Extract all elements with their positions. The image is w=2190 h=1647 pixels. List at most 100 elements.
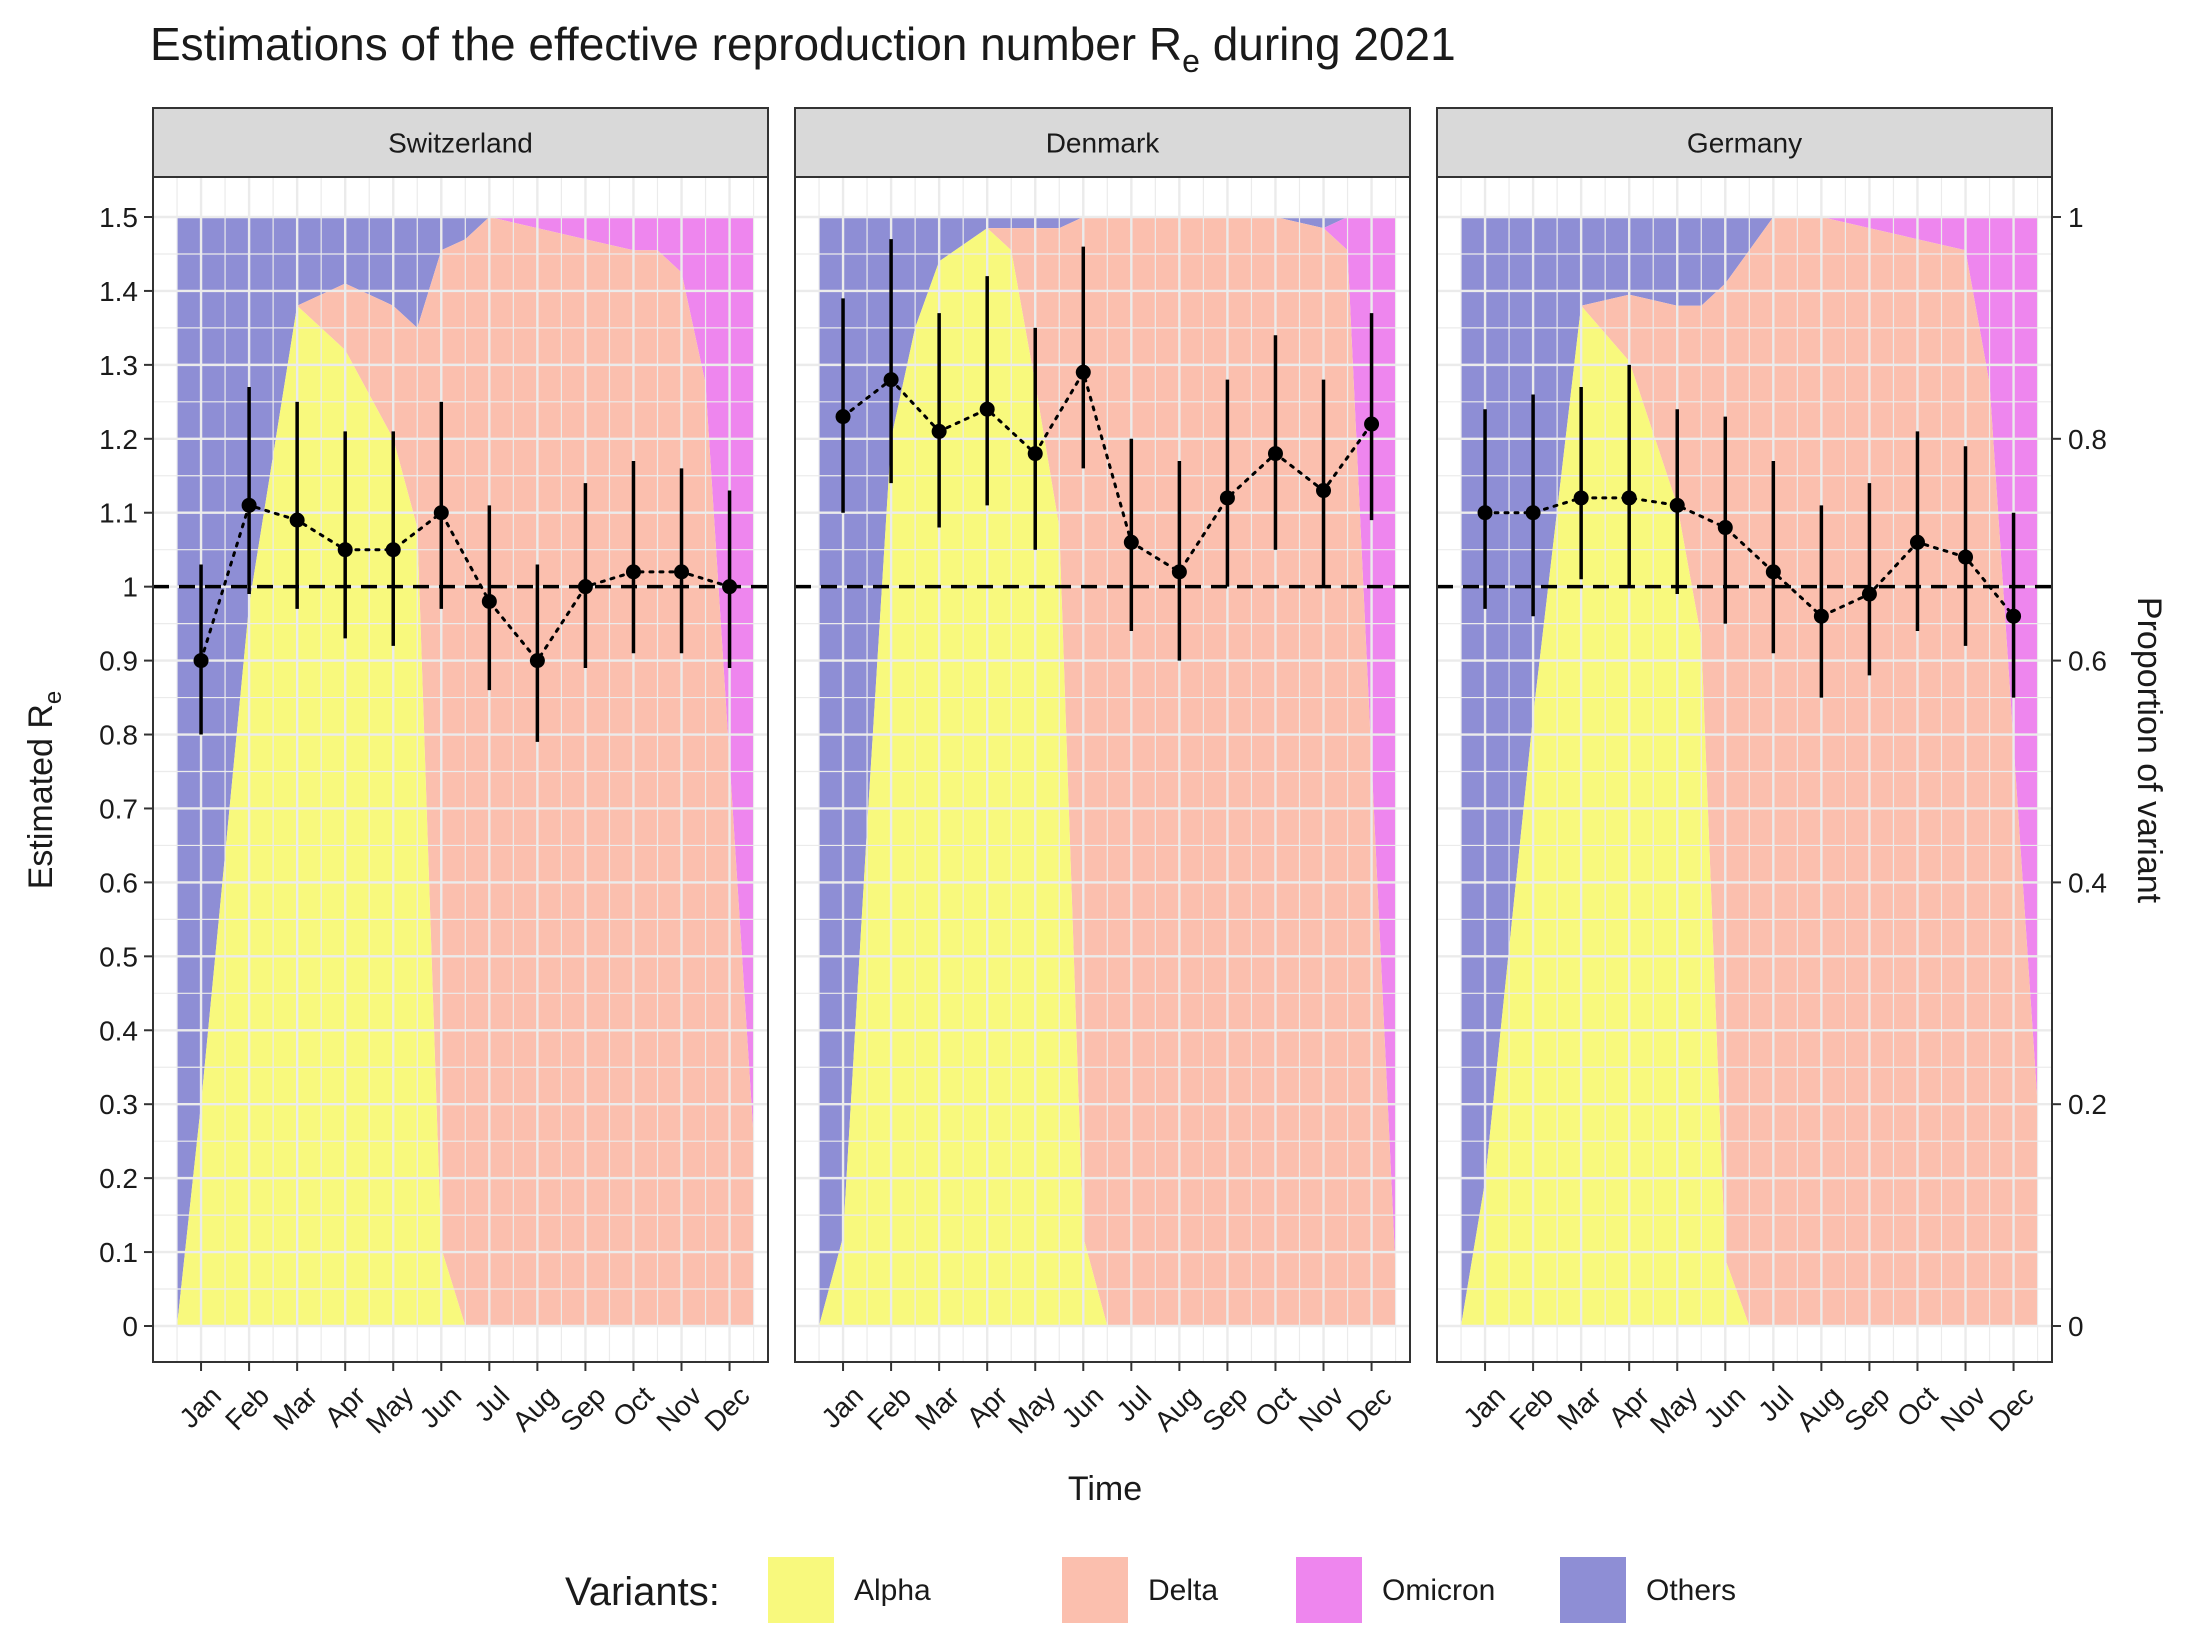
x-tick-label: Mar (909, 1380, 965, 1436)
x-tick-label: May (1002, 1380, 1061, 1439)
estimate-line (841, 368, 1374, 574)
y-tick-label: 0.8 (99, 720, 138, 751)
y-tick-label: 1.4 (99, 276, 138, 307)
legend: Variants: Alpha Delta Omicron Others (565, 1557, 1736, 1623)
x-tick-label: Aug (506, 1380, 563, 1437)
y-tick-label: 0.4 (99, 1015, 138, 1046)
estimate-point (1171, 564, 1187, 580)
y-tick-label: 0.9 (99, 646, 138, 677)
y-tick-label: 0.5 (99, 941, 138, 972)
estimate-point (835, 409, 851, 425)
estimate-line (199, 503, 732, 664)
y-tick-label: 0.1 (99, 1237, 138, 1268)
estimate-point (193, 653, 209, 669)
y-tick-label: 1.2 (99, 424, 138, 455)
x-tick-label: Feb (219, 1380, 275, 1436)
x-tick-label: May (360, 1380, 419, 1439)
x-tick-label: Jan (173, 1380, 227, 1434)
facet-strip (794, 107, 1411, 178)
x-tick-label: Dec (699, 1380, 756, 1437)
panel-border (152, 176, 769, 1363)
y-right-tick-label: 1 (2068, 202, 2084, 233)
x-tick-label: Apr (1603, 1380, 1656, 1433)
y-axis-label: Estimated Re (22, 691, 67, 890)
legend-key (1296, 1557, 1362, 1623)
x-tick-label: Sep (1838, 1380, 1895, 1437)
estimate-point (1477, 505, 1493, 521)
x-tick-label: Oct (607, 1380, 660, 1433)
x-axis-label: Time (1068, 1470, 1142, 1508)
estimate-point (1075, 364, 1091, 380)
y-tick-label: 0.6 (99, 867, 138, 898)
x-tick-label: Sep (554, 1380, 611, 1437)
y-tick-label: 1.5 (99, 202, 138, 233)
x-tick-label: Jun (1056, 1380, 1110, 1434)
x-tick-label: Aug (1790, 1380, 1847, 1437)
facet-strip (152, 107, 769, 178)
estimate-point (1027, 446, 1043, 462)
estimate-point (1123, 534, 1139, 550)
estimate-point (1364, 416, 1380, 432)
y-tick-label: 0 (122, 1311, 138, 1342)
x-tick-label: Jul (1110, 1380, 1157, 1427)
estimate-point (1573, 490, 1589, 506)
estimate-point (1316, 483, 1332, 499)
estimate-point (1621, 490, 1637, 506)
y-tick-label: 0.2 (99, 1163, 138, 1194)
x-tick-label: Apr (961, 1380, 1014, 1433)
y-right-tick-label: 0.4 (2068, 867, 2107, 898)
estimate-point (1765, 564, 1781, 580)
estimate-line (1483, 496, 2016, 618)
x-tick-label: Jun (414, 1380, 468, 1434)
y-right-tick-label: 0.2 (2068, 1089, 2107, 1120)
estimate-point (481, 593, 497, 609)
facet-label: Denmark (1046, 128, 1161, 159)
y-axis-right-label: Proportion of variant (2130, 597, 2168, 904)
y-right-tick-label: 0.6 (2068, 646, 2107, 677)
estimate-point (931, 423, 947, 439)
estimate-point (1909, 534, 1925, 550)
y-tick-label: 0.7 (99, 793, 138, 824)
legend-item-others: Others (1560, 1557, 1736, 1623)
estimate-point (1267, 446, 1283, 462)
y-tick-label: 0.3 (99, 1089, 138, 1120)
estimate-point (241, 497, 257, 513)
y-tick-label: 1 (122, 572, 138, 603)
x-tick-label: Jul (468, 1380, 515, 1427)
x-tick-label: Jan (815, 1380, 869, 1434)
y-tick-label: 1.3 (99, 350, 138, 381)
estimate-point (625, 564, 641, 580)
estimate-point (385, 542, 401, 558)
x-tick-label: Nov (1292, 1380, 1349, 1437)
legend-label: Others (1646, 1574, 1736, 1607)
facet-label: Germany (1687, 128, 1802, 159)
x-tick-label: Sep (1196, 1380, 1253, 1437)
x-tick-label: May (1644, 1380, 1703, 1439)
legend-item-delta: Delta (1062, 1557, 1218, 1623)
x-tick-label: Nov (650, 1380, 707, 1437)
estimate-point (1525, 505, 1541, 521)
y-right-tick-label: 0 (2068, 1311, 2084, 1342)
estimate-point (1813, 608, 1829, 624)
x-tick-label: Mar (267, 1380, 323, 1436)
x-tick-label: Apr (319, 1380, 372, 1433)
x-tick-label: Dec (1983, 1380, 2040, 1437)
legend-key (768, 1557, 834, 1623)
x-tick-label: Oct (1249, 1380, 1302, 1433)
panel-border (1436, 176, 2053, 1363)
legend-label: Delta (1148, 1574, 1218, 1607)
legend-label: Alpha (854, 1574, 931, 1607)
estimate-point (337, 542, 353, 558)
estimate-point (289, 512, 305, 528)
grid-lines (795, 177, 1410, 1362)
x-tick-label: Jul (1752, 1380, 1799, 1427)
estimate-point (1669, 497, 1685, 513)
estimate-point (529, 653, 545, 669)
estimate-point (433, 505, 449, 521)
estimate-point (1861, 586, 1877, 602)
estimate-point (1219, 490, 1235, 506)
grid-lines (1437, 177, 2052, 1362)
legend-title: Variants: (565, 1570, 720, 1614)
